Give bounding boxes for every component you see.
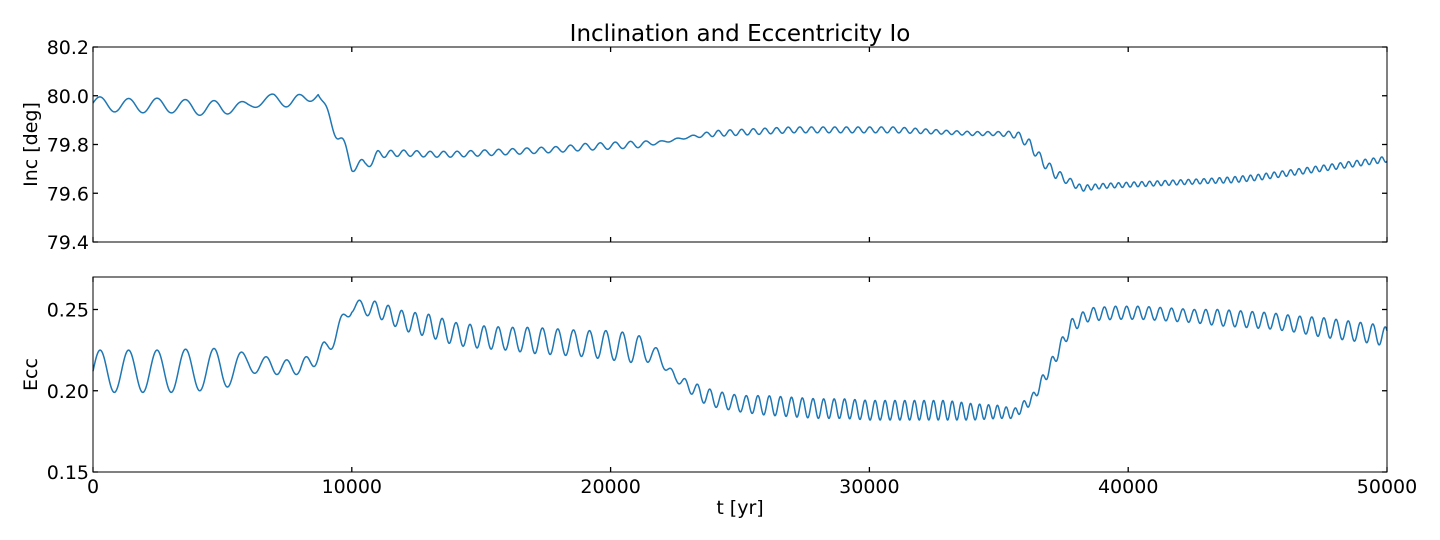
inclination-series-line [92,93,1388,192]
y-tick-label: 79.8 [47,135,89,157]
inclination-y-axis-label: Inc [deg] [20,102,42,187]
inclination-panel: 79.4 79.6 79.8 80.0 80.2 Inc [deg] [20,37,1388,254]
eccentricity-plot-frame [92,276,1388,473]
y-tick-label: 0.15 [47,462,89,484]
eccentricity-panel: 0 10000 20000 30000 40000 50000 0.15 0.20 0.25 E… [20,276,1417,519]
y-tick-label: 79.4 [47,232,89,254]
y-tick-label: 0.20 [47,381,89,403]
y-tick-label: 79.6 [47,183,89,205]
x-tick-label: 10000 [322,476,382,498]
x-tick-label: 0 [87,476,99,498]
inclination-plot-frame [92,46,1388,243]
x-tick-label: 50000 [1357,476,1417,498]
x-tick-label: 40000 [1098,476,1158,498]
y-tick-label: 0.25 [47,300,89,322]
x-tick-label: 30000 [839,476,899,498]
y-tick-label: 80.0 [47,86,89,108]
eccentricity-y-axis-label: Ecc [20,358,42,391]
chart-title: Inclination and Eccentricity Io [570,21,911,47]
y-tick-label: 80.2 [47,37,89,59]
x-tick-label: 20000 [580,476,640,498]
eccentricity-series-line [92,299,1388,421]
eccentricity-x-axis-label: t [yr] [716,497,763,519]
